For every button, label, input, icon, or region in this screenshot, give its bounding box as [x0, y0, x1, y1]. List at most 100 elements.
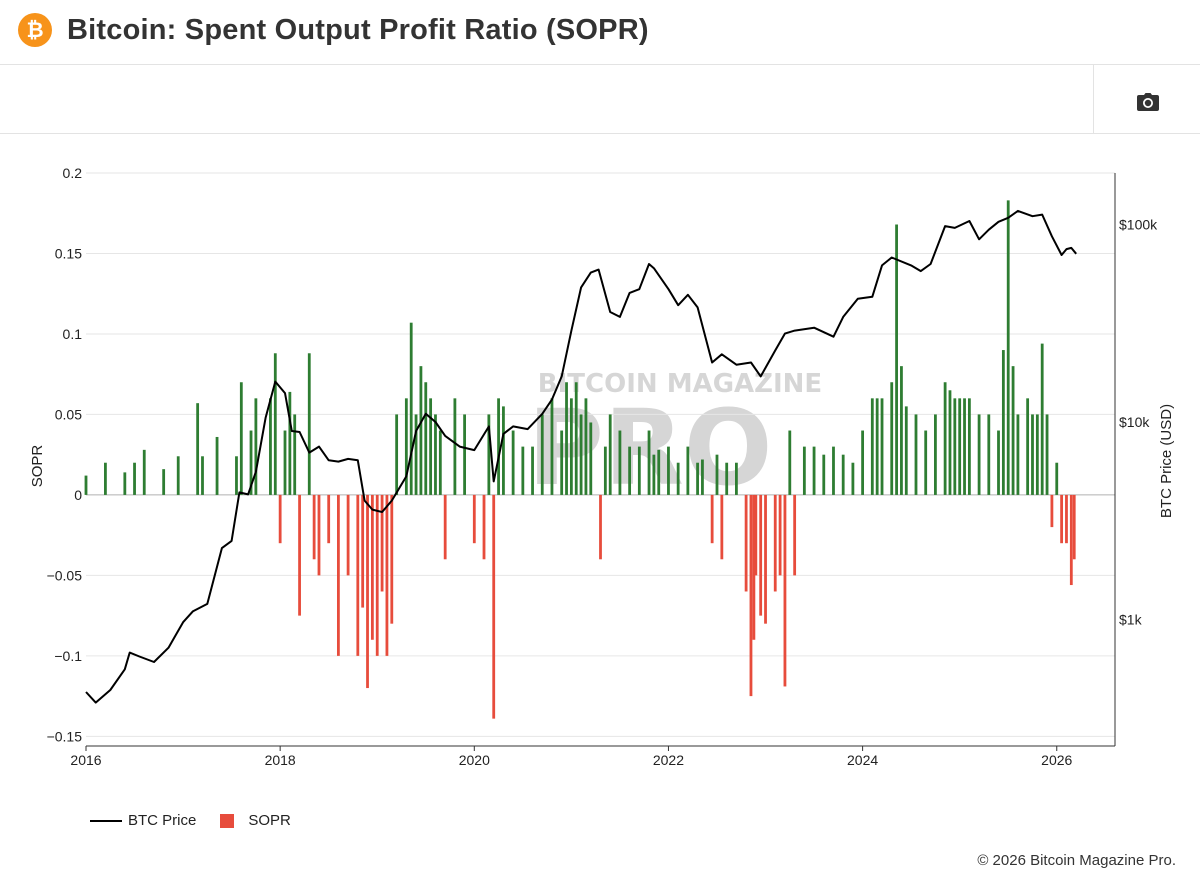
- sopr-bar: [696, 462, 699, 495]
- sopr-bar: [472, 494, 476, 544]
- sopr-bar: [215, 436, 219, 495]
- sopr-bar: [269, 398, 272, 495]
- legend-sopr-swatch[interactable]: [220, 813, 235, 828]
- sopr-chart: BITCOIN MAGAZINE PRO 0.20.150.10.050−0.0…: [29, 165, 1175, 768]
- sopr-bar: [764, 494, 767, 624]
- sopr-bar: [497, 398, 500, 495]
- sopr-bar: [385, 494, 389, 656]
- sopr-bar: [701, 459, 704, 495]
- sopr-bar: [133, 462, 136, 495]
- sopr-bar: [802, 446, 806, 495]
- sopr-bar: [482, 494, 486, 560]
- sopr-bar: [569, 398, 573, 495]
- sopr-bar: [788, 430, 792, 495]
- sopr-bar: [254, 398, 258, 495]
- sopr-bar: [409, 322, 413, 495]
- sopr-bar: [84, 475, 88, 495]
- grid-lines: [86, 172, 1115, 737]
- bitcoin-logo-icon: ₿: [18, 13, 52, 47]
- sopr-bar: [725, 462, 729, 495]
- legend-sopr-label[interactable]: SOPR: [248, 812, 291, 829]
- sopr-bar: [783, 494, 787, 687]
- sopr-bar: [778, 494, 782, 576]
- sopr-bar: [628, 446, 632, 495]
- sopr-bar: [652, 454, 656, 495]
- download-snapshot-button[interactable]: [1126, 87, 1170, 117]
- sopr-bar: [752, 494, 756, 640]
- sopr-bar: [1011, 366, 1015, 495]
- sopr-bar: [370, 494, 374, 640]
- sopr-bars: [84, 200, 1076, 719]
- sopr-bar: [754, 494, 758, 576]
- sopr-bar: [870, 398, 874, 495]
- sopr-bar: [924, 430, 928, 495]
- sopr-bar: [273, 353, 277, 495]
- legend-price-label[interactable]: BTC Price: [128, 812, 197, 829]
- sopr-bar: [1035, 414, 1039, 495]
- sopr-bar: [657, 449, 661, 495]
- sopr-bar: [419, 366, 423, 495]
- sopr-bar: [298, 494, 301, 616]
- sopr-bar: [293, 414, 297, 495]
- sopr-bar: [584, 398, 588, 495]
- y-tick-label: 0.15: [55, 245, 82, 261]
- sopr-bar: [1040, 343, 1044, 495]
- sopr-bar: [647, 430, 651, 495]
- sopr-bar: [579, 414, 583, 495]
- watermark-top-text: BITCOIN MAGAZINE: [538, 369, 822, 399]
- sopr-bar: [312, 494, 316, 560]
- sopr-bar: [142, 449, 146, 495]
- sopr-bar: [759, 494, 763, 616]
- sopr-bar: [1031, 414, 1034, 495]
- sopr-bar: [201, 456, 204, 495]
- sopr-bar: [380, 494, 384, 592]
- chart-legend: BTC Price SOPR: [90, 812, 291, 829]
- sopr-bar: [283, 430, 287, 495]
- sopr-bar: [502, 406, 505, 495]
- sopr-bar: [346, 494, 350, 576]
- sopr-bar: [720, 494, 724, 560]
- sopr-bar: [453, 398, 457, 495]
- sopr-bar: [550, 398, 554, 495]
- sopr-bar: [963, 398, 966, 495]
- sopr-bar: [1055, 462, 1059, 495]
- sopr-bar: [176, 456, 180, 495]
- legend-price-swatch[interactable]: [90, 819, 122, 822]
- sopr-bar: [395, 414, 399, 495]
- sopr-bar: [1006, 200, 1010, 495]
- sopr-bar: [443, 494, 447, 560]
- y-tick-label: 0: [74, 487, 82, 503]
- sopr-bar: [438, 430, 442, 495]
- sopr-bar: [948, 390, 952, 495]
- sopr-bar: [375, 494, 379, 656]
- btc-price-line: [85, 209, 1077, 704]
- sopr-bar: [390, 494, 394, 624]
- sopr-bar: [531, 446, 534, 495]
- sopr-bar: [904, 406, 908, 495]
- sopr-bar: [327, 494, 331, 544]
- sopr-bar: [487, 414, 491, 495]
- sopr-bar: [1026, 398, 1030, 495]
- sopr-bar: [832, 446, 835, 495]
- sopr-bar: [1016, 414, 1020, 495]
- y2-tick-label: $1k: [1119, 612, 1143, 628]
- sopr-bar: [307, 353, 311, 495]
- sopr-bar: [565, 382, 568, 495]
- sopr-bar: [997, 430, 1000, 495]
- sopr-bar: [773, 494, 777, 592]
- sopr-bar: [967, 398, 971, 495]
- sopr-bar: [977, 414, 981, 495]
- sopr-bar: [880, 398, 884, 495]
- camera-icon: [1137, 93, 1159, 111]
- sopr-bar: [1069, 494, 1073, 586]
- sopr-bar: [861, 430, 865, 495]
- sopr-bar: [424, 382, 428, 495]
- x-tick-label: 2022: [653, 752, 684, 768]
- sopr-bar: [953, 398, 957, 495]
- sopr-bar: [749, 494, 753, 697]
- sopr-bar: [637, 446, 641, 495]
- x-tick-label: 2018: [265, 752, 296, 768]
- sopr-bar: [603, 446, 607, 495]
- sopr-bar: [429, 398, 433, 495]
- sopr-bar: [239, 382, 243, 495]
